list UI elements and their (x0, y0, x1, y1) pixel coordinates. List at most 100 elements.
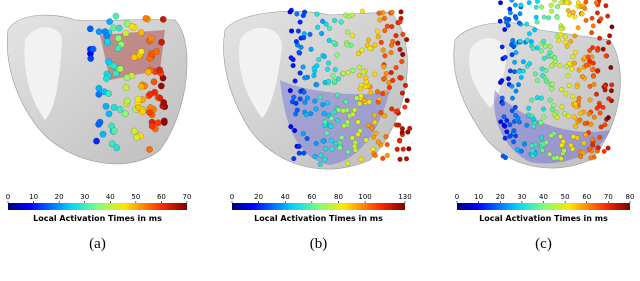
sphere (549, 63, 555, 69)
sphere (357, 128, 363, 134)
sphere (587, 48, 593, 54)
sphere (591, 114, 597, 120)
sphere (110, 104, 118, 111)
sphere (301, 35, 307, 41)
sphere (499, 95, 505, 101)
sphere (533, 141, 539, 147)
sphere (531, 123, 537, 129)
sphere (576, 67, 582, 73)
sphere (336, 107, 342, 113)
sphere (343, 99, 349, 105)
sphere (602, 87, 608, 93)
sphere (512, 2, 518, 8)
sphere (317, 94, 323, 100)
sphere (301, 89, 307, 95)
sphere (354, 95, 360, 101)
sphere (292, 78, 298, 84)
sphere (382, 28, 388, 34)
sphere (554, 155, 560, 161)
sphere (384, 23, 391, 29)
sphere (400, 31, 406, 38)
sphere (146, 109, 153, 116)
sphere (383, 134, 389, 140)
sphere (137, 29, 145, 36)
sphere (590, 60, 596, 66)
sphere (130, 127, 138, 135)
sphere (549, 86, 555, 92)
sphere (563, 34, 569, 40)
sphere (528, 39, 534, 45)
sphere (398, 75, 404, 81)
sphere (112, 70, 120, 78)
sphere (148, 122, 156, 130)
colorbar-tick-label: 10 (474, 193, 483, 201)
sphere (595, 45, 601, 51)
sphere (539, 66, 545, 72)
sphere (558, 26, 564, 32)
sphere (561, 148, 567, 154)
sphere (308, 110, 314, 117)
colorbar-tick-label: 60 (307, 193, 316, 201)
sphere (139, 108, 147, 116)
sphere (509, 0, 515, 3)
sphere (388, 69, 394, 76)
sphere (335, 92, 341, 98)
colorbar (8, 203, 187, 210)
sphere (502, 135, 508, 141)
sphere (573, 49, 579, 55)
sphere (500, 101, 506, 107)
colorbar-tick-label: 0 (6, 193, 10, 201)
sphere (158, 38, 166, 46)
sphere (589, 30, 595, 36)
sphere (516, 68, 522, 74)
sphere (513, 50, 519, 56)
sphere (382, 113, 388, 119)
sphere (538, 120, 544, 126)
sphere (116, 106, 124, 113)
sphere (532, 27, 538, 33)
sphere (142, 14, 150, 22)
sphere (499, 44, 505, 50)
sphere (384, 152, 390, 159)
sphere (547, 151, 553, 157)
sphere (597, 103, 603, 109)
sphere (339, 134, 345, 141)
sphere (402, 82, 409, 89)
sphere (300, 64, 306, 70)
sphere (374, 89, 381, 95)
sphere (507, 68, 513, 74)
sphere (602, 122, 608, 128)
sphere (321, 53, 327, 60)
sphere (86, 25, 94, 33)
sphere (372, 112, 378, 118)
colorbar-tick-label: 60 (582, 193, 591, 201)
sphere (380, 90, 386, 97)
sphere (404, 36, 410, 43)
sphere (506, 76, 512, 82)
colorbar-tick-label: 40 (539, 193, 548, 201)
sphere (591, 81, 597, 87)
sphere (297, 70, 303, 76)
colorbar-tick-label: 80 (334, 193, 343, 201)
sphere (394, 108, 400, 114)
sphere (303, 111, 309, 118)
sphere (583, 0, 589, 5)
sphere (397, 156, 403, 162)
sphere (589, 67, 595, 73)
sphere (345, 69, 351, 76)
sphere (355, 119, 361, 125)
sphere (115, 24, 123, 32)
sphere (93, 137, 100, 145)
sphere (499, 77, 505, 83)
sphere (389, 9, 395, 16)
sphere (359, 47, 365, 53)
colorbar-tick-label: 100 (358, 193, 371, 201)
sphere (372, 119, 378, 125)
panel-caption: (c) (535, 236, 552, 252)
sphere (301, 150, 307, 156)
sphere (324, 66, 331, 72)
sphere (87, 55, 95, 62)
sphere (320, 18, 326, 24)
activation-spheres (86, 0, 615, 168)
sphere (576, 95, 582, 101)
